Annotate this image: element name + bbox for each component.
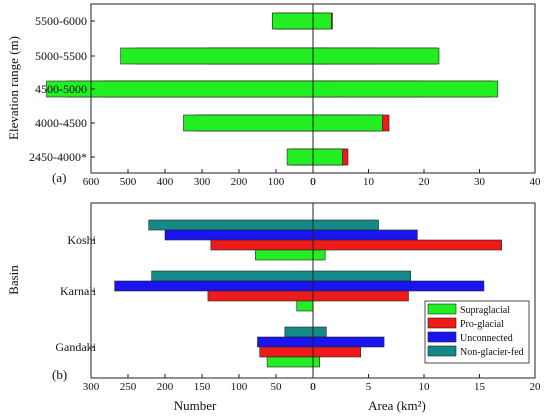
legend-swatch-pro-glacial xyxy=(427,317,457,329)
panel-b-bar-area-gandaki-unconnected xyxy=(312,336,385,348)
panel-b-tick-label-number-250: 250 xyxy=(120,381,137,393)
panel-b-tick-label-number-150: 150 xyxy=(194,381,211,393)
legend: Supraglacial Pro-glacial Unconnected Non-gl… xyxy=(424,300,530,364)
panel-a-tick-label-number-0: 0 xyxy=(310,176,316,188)
panel-a-bar-area-2450-4000-supraglacial xyxy=(312,148,343,166)
panel-a-bar-number-5000-5500-supraglacial xyxy=(120,47,314,65)
panel-a-bar-area-5500-6000-supraglacial xyxy=(312,12,332,30)
panel-b-bar-area-karnali-unconnected xyxy=(312,280,485,292)
panel-a-tick-label-area-0: 0 xyxy=(310,176,316,188)
panel-b-tick-label-number-200: 200 xyxy=(157,381,174,393)
panel-b-bar-number-gandaki-pro-glacial xyxy=(259,346,314,358)
panel-b-bar-number-koshi-pro-glacial xyxy=(210,239,314,251)
panel-b-bar-number-koshi-non-glacier-fed xyxy=(148,219,314,231)
panel-a-bar-area-4000-4500-supraglacial xyxy=(312,114,383,132)
panel-b-tick-label-area-15: 15 xyxy=(474,381,486,393)
panel-b-bar-number-karnali-unconnected xyxy=(114,280,314,292)
panel-a-bar-area-4500-5000-supraglacial xyxy=(312,80,499,98)
panel-b: Basin (b) Number Area (km²) Koshi Karnali… xyxy=(6,202,542,413)
panel-b-bar-number-karnali-pro-glacial xyxy=(207,290,314,302)
panel-a-tick-label-number-100: 100 xyxy=(268,176,285,188)
panel-a-label: (a) xyxy=(52,170,66,185)
panel-b-category-label-koshi: Koshi xyxy=(67,233,96,247)
panel-a-category-label-5000-5500: 5000-5500 xyxy=(35,49,87,63)
panel-b-bar-number-koshi-supraglacial xyxy=(254,249,314,261)
panel-b-tick-label-area-10: 10 xyxy=(419,381,431,393)
panel-a-axes: 5500-6000 5000-5500 4500-5000 4000-4500 2450… xyxy=(29,3,542,188)
panel-b-bar-number-koshi-unconnected xyxy=(164,229,314,241)
panel-b-label: (b) xyxy=(52,367,67,382)
panel-b-tick-label-area-20: 20 xyxy=(530,381,542,393)
panel-a-tick-label-number-600: 600 xyxy=(83,176,100,188)
panel-b-bar-number-gandaki-non-glacier-fed xyxy=(284,326,314,338)
panel-b-category-label-gandaki: Gandaki xyxy=(55,340,96,354)
panel-b-tick-label-number-50: 50 xyxy=(271,381,283,393)
panel-a-tick-label-area-10: 10 xyxy=(363,176,375,188)
panel-b-tick-label-number-300: 300 xyxy=(83,381,100,393)
panel-b-tick-label-area-0: 0 xyxy=(310,381,316,393)
panel-a-tick-label-area-30: 30 xyxy=(474,176,486,188)
panel-b-category-label-karnali: Karnali xyxy=(60,284,97,298)
panel-b-bar-area-koshi-unconnected xyxy=(312,229,418,241)
panel-a-tick-label-number-200: 200 xyxy=(231,176,248,188)
panel-a-ylabel: Elevation range (m) xyxy=(6,36,21,140)
panel-b-tick-label-number-100: 100 xyxy=(231,381,248,393)
panel-a-bar-number-4000-4500-supraglacial xyxy=(183,114,314,132)
panel-b-bar-area-gandaki-pro-glacial xyxy=(312,346,362,358)
panel-b-bar-area-gandaki-supraglacial xyxy=(312,356,320,368)
panel-b-xlabel-left: Number xyxy=(174,398,217,413)
panel-b-bar-number-gandaki-unconnected xyxy=(257,336,314,348)
panel-a: Elevation range (m) (a) 5500-6000 5000-55… xyxy=(6,3,542,188)
panel-b-bar-number-karnali-non-glacier-fed xyxy=(151,270,314,282)
panel-a-tick-label-area-40: 40 xyxy=(530,176,542,188)
legend-swatch-supraglacial xyxy=(427,303,457,315)
panel-b-tick-label-number-0: 0 xyxy=(310,381,316,393)
panel-b-xlabel-right: Area (km²) xyxy=(368,398,426,413)
panel-a-category-label-4500-5000: 4500-5000 xyxy=(35,82,87,96)
panel-a-tick-label-number-300: 300 xyxy=(194,176,211,188)
panel-a-tick-label-area-20: 20 xyxy=(419,176,431,188)
panel-a-bar-number-2450-4000-supraglacial xyxy=(286,148,314,166)
legend-swatch-unconnected xyxy=(427,331,457,343)
panel-a-bar-area-5000-5500-supraglacial xyxy=(312,47,440,65)
panel-a-category-label-2450-4000: 2450-4000* xyxy=(29,150,87,164)
legend-label-unconnected: Unconnected xyxy=(460,333,513,344)
panel-a-bar-number-5500-6000-supraglacial xyxy=(271,12,314,30)
panel-a-tick-label-number-500: 500 xyxy=(120,176,137,188)
panel-b-bar-area-karnali-pro-glacial xyxy=(312,290,409,302)
panel-b-bar-area-koshi-pro-glacial xyxy=(312,239,502,251)
panel-a-bars xyxy=(46,12,499,166)
panel-a-tick-label-number-400: 400 xyxy=(157,176,174,188)
panel-a-category-label-5500-6000: 5500-6000 xyxy=(35,14,87,28)
legend-label-pro-glacial: Pro-glacial xyxy=(460,319,504,330)
panel-b-bar-number-karnali-supraglacial xyxy=(296,300,314,312)
panel-b-bar-area-koshi-non-glacier-fed xyxy=(312,219,379,231)
panel-a-category-label-4000-4500: 4000-4500 xyxy=(35,116,87,130)
legend-label-supraglacial: Supraglacial xyxy=(460,305,510,316)
panel-b-tick-label-area-5: 5 xyxy=(366,381,372,393)
panel-b-bar-area-koshi-supraglacial xyxy=(312,249,326,261)
panel-b-bar-number-gandaki-supraglacial xyxy=(266,356,314,368)
panel-b-ylabel: Basin xyxy=(6,265,21,295)
legend-swatch-non-glacier-fed xyxy=(427,345,457,357)
panel-b-bar-area-gandaki-non-glacier-fed xyxy=(312,326,327,338)
legend-label-non-glacier-fed: Non-glacier-fed xyxy=(460,347,524,358)
panel-b-bar-area-karnali-non-glacier-fed xyxy=(312,270,411,282)
